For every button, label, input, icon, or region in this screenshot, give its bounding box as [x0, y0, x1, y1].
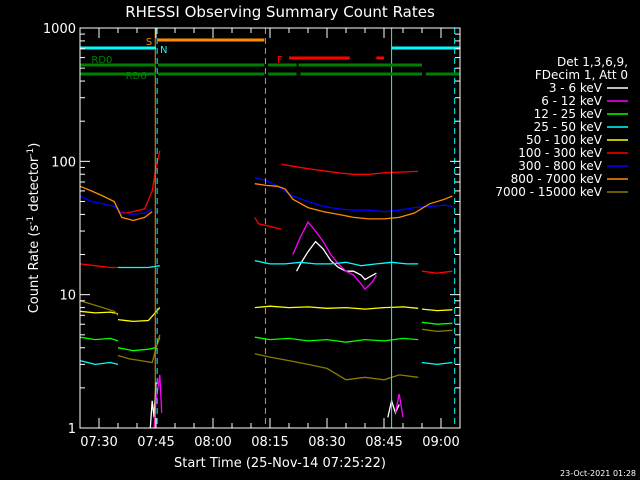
series-line [79, 300, 119, 316]
x-tick-label: 07:30 [80, 435, 117, 450]
legend-header-line: FDecim 1, Att 0 [535, 68, 628, 82]
flag-label-s: S [146, 37, 152, 48]
series-line [117, 307, 161, 323]
legend-label-3-6-kev: 3 - 6 keV [549, 81, 603, 95]
series-line [394, 393, 404, 418]
x-tick-label: 08:15 [251, 435, 288, 450]
series-line [421, 308, 453, 312]
y-label-part-2: detector [27, 156, 42, 216]
series-line [421, 270, 453, 274]
x-axis: 07:30 07:45 08:00 08:15 08:30 08:45 09:00 [79, 28, 461, 450]
flag-label-rd0: RD0 [91, 55, 112, 66]
plot-series [79, 150, 453, 429]
y-label-sup-2: -1 [26, 148, 36, 157]
legend-label-25-50-kev: 25 - 50 keV [534, 120, 603, 134]
series-line [79, 310, 119, 315]
series-line [79, 185, 153, 222]
series-line [118, 265, 160, 269]
y-label-part-1: Count Rate (s [27, 225, 42, 314]
x-tick-label: 08:45 [365, 435, 402, 450]
series-line [254, 217, 282, 230]
series-line [421, 361, 453, 366]
x-tick-label: 07:45 [137, 435, 174, 450]
x-tick-label: 08:00 [194, 435, 231, 450]
legend-label-300-800-kev: 300 - 800 keV [518, 159, 602, 173]
series-line [254, 183, 453, 220]
x-axis-label: Start Time (25-Nov-14 07:25:22) [174, 456, 386, 471]
x-tick-label: 09:00 [422, 435, 459, 450]
legend-label-12-25-kev: 12 - 25 keV [534, 107, 603, 121]
y-axis: 1 10 100 1000 [43, 22, 460, 437]
series-line [387, 398, 400, 418]
series-line [254, 305, 419, 310]
series-line [79, 336, 119, 342]
timestamp-label: 23-Oct-2021 01:28 [560, 469, 636, 478]
series-800-7000-kev [79, 183, 453, 222]
legend-label-800-7000-kev: 800 - 7000 keV [511, 172, 603, 186]
y-axis-label: Count Rate (s-1 detector-1) [26, 143, 42, 314]
y-tick-label: 1000 [43, 22, 76, 37]
series-line [421, 321, 453, 325]
y-tick-label: 10 [59, 289, 76, 304]
legend-label-50-100-kev: 50 - 100 keV [526, 133, 603, 147]
legend-label-6-12-kev: 6 - 12 keV [541, 94, 603, 108]
plot-flags: SN F RD0 RD6 [80, 37, 460, 82]
series-line [254, 336, 419, 343]
series-50-100-kev [79, 305, 453, 323]
y-label-part-3: ) [27, 143, 42, 148]
x-tick-label: 08:30 [308, 435, 345, 450]
legend-header-line: Det 1,3,6,9, [557, 55, 628, 69]
flag-label-f: F [277, 55, 283, 66]
series-line [292, 220, 377, 291]
plot-vlines [154, 28, 456, 428]
flag-label-n: N [160, 45, 167, 56]
flag-label-rd6: RD6 [126, 71, 147, 82]
y-tick-label: 1 [68, 422, 76, 437]
legend-label-7000-15000-kev: 7000 - 15000 keV [495, 185, 602, 199]
series-line [296, 240, 377, 281]
series-line [421, 328, 453, 333]
series-line [117, 334, 161, 364]
legend-label-100-300-kev: 100 - 300 keV [518, 146, 602, 160]
chart-title: RHESSI Observing Summary Count Rates [125, 3, 435, 21]
series-line [79, 263, 118, 269]
y-label-sup-1: -1 [26, 216, 36, 225]
y-tick-label: 100 [51, 155, 76, 170]
series-line [79, 359, 119, 366]
